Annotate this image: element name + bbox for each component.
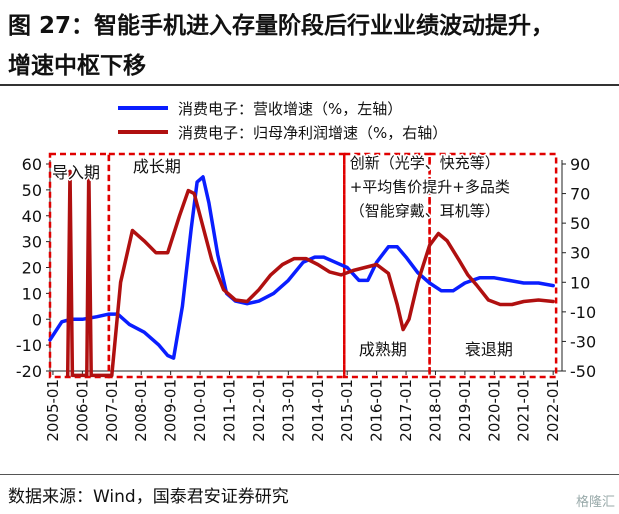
y-right-tick-label: 30 xyxy=(570,244,590,263)
x-tick-label: 2007-01 xyxy=(103,379,121,442)
x-tick-label: 2008-01 xyxy=(132,379,150,442)
y-right-tick-label: -50 xyxy=(570,362,596,381)
x-tick-label: 2009-01 xyxy=(162,379,180,442)
x-tick-label: 2013-01 xyxy=(279,379,297,442)
source-divider xyxy=(0,474,619,475)
y-right-tick-label: 10 xyxy=(570,273,590,292)
y-right-tick-label: 50 xyxy=(570,214,590,233)
phase-box-4 xyxy=(428,152,558,379)
annotation-line-1: 创新（光学、快充等） xyxy=(350,154,500,172)
x-tick-label: 2014-01 xyxy=(309,379,327,442)
x-tick-label: 2022-01 xyxy=(544,379,562,442)
x-tick-label: 2011-01 xyxy=(220,379,238,442)
y-left-tick-label: 0 xyxy=(32,310,42,329)
x-tick-label: 2019-01 xyxy=(456,379,474,442)
phase-label-4: 衰退期 xyxy=(465,340,513,359)
annotation-line-3: （智能穿戴、耳机等） xyxy=(350,202,500,220)
phase-label-3: 成熟期 xyxy=(359,340,407,359)
y-right-tick-label: 90 xyxy=(570,155,590,174)
y-left-tick-label: 50 xyxy=(22,181,42,200)
y-right-tick-label: -30 xyxy=(570,332,596,351)
y-left-tick-label: 40 xyxy=(22,207,42,226)
phase-label-2: 成长期 xyxy=(133,157,181,176)
x-tick-label: 2006-01 xyxy=(73,379,91,442)
x-tick-label: 2018-01 xyxy=(426,379,444,442)
x-tick-label: 2021-01 xyxy=(515,379,533,442)
figure-title-line-2: 增速中枢下移 xyxy=(8,53,146,79)
y-left-tick-label: 20 xyxy=(22,259,42,278)
y-right-tick-label: 70 xyxy=(570,185,590,204)
y-left-tick-label: 30 xyxy=(22,233,42,252)
x-tick-label: 2015-01 xyxy=(338,379,356,442)
y-left-tick-label: -10 xyxy=(16,336,42,355)
x-tick-label: 2016-01 xyxy=(368,379,386,442)
y-left-tick-label: -20 xyxy=(16,362,42,381)
figure-title: 图 27：智能手机进入存量阶段后行业业绩波动提升， 增速中枢下移 xyxy=(0,0,619,88)
title-divider xyxy=(0,84,619,86)
y-right-tick-label: -10 xyxy=(570,303,596,322)
figure-title-line-1: 图 27：智能手机进入存量阶段后行业业绩波动提升， xyxy=(8,13,555,39)
legend-label-1: 消费电子：营收增速（%，左轴） xyxy=(178,100,402,118)
x-tick-label: 2020-01 xyxy=(485,379,503,442)
x-tick-label: 2017-01 xyxy=(397,379,415,442)
phase-box-1 xyxy=(48,152,111,379)
x-tick-label: 2012-01 xyxy=(250,379,268,442)
phase-box-2 xyxy=(107,152,346,379)
series-line-1 xyxy=(48,175,555,360)
annotation-line-2: +平均售价提升+多品类 xyxy=(350,178,510,196)
x-tick-label: 2010-01 xyxy=(191,379,209,442)
y-left-tick-label: 10 xyxy=(22,284,42,303)
growth-chart: 消费电子：营收增速（%，左轴） 消费电子：归母净利润增速（%，右轴） 60 50 40 3… xyxy=(16,100,596,442)
source-note: 数据来源：Wind，国泰君安证券研究 xyxy=(8,487,289,507)
watermark-logo: 格隆汇 xyxy=(575,495,615,510)
x-tick-label: 2005-01 xyxy=(44,379,62,442)
y-left-tick-label: 60 xyxy=(22,155,42,174)
legend-label-2: 消费电子：归母净利润增速（%，右轴） xyxy=(178,124,447,142)
series-line-2 xyxy=(65,165,555,378)
phase-label-1: 导入期 xyxy=(52,163,100,182)
